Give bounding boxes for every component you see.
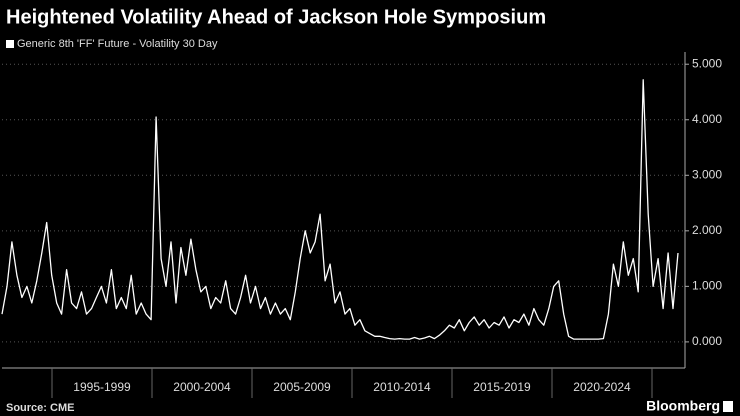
x-tick-label: 2000-2004 xyxy=(173,380,231,394)
legend-label: Generic 8th 'FF' Future - Volatility 30 … xyxy=(17,38,218,50)
x-tick-label: 1995-1999 xyxy=(73,380,131,394)
brand: Bloomberg xyxy=(646,398,720,414)
y-tick-label: 5.000 xyxy=(692,56,722,70)
chart-title: Heightened Volatility Ahead of Jackson H… xyxy=(6,6,546,28)
brand-icon xyxy=(723,401,733,412)
y-tick-label: 2.000 xyxy=(692,223,722,237)
series-line xyxy=(1,79,679,340)
x-tick-label: 2005-2009 xyxy=(273,380,331,394)
y-tick-label: 1.000 xyxy=(692,279,722,293)
x-tick-label: 2010-2014 xyxy=(373,380,431,394)
x-tick-label: 2015-2019 xyxy=(473,380,531,394)
x-tick-label: 2020-2024 xyxy=(573,380,631,394)
y-tick-label: 3.000 xyxy=(692,167,722,181)
source: Source: CME xyxy=(6,402,74,414)
y-tick-label: 4.000 xyxy=(692,112,722,126)
legend-swatch xyxy=(6,40,14,48)
y-tick-label: 0.000 xyxy=(692,334,722,348)
